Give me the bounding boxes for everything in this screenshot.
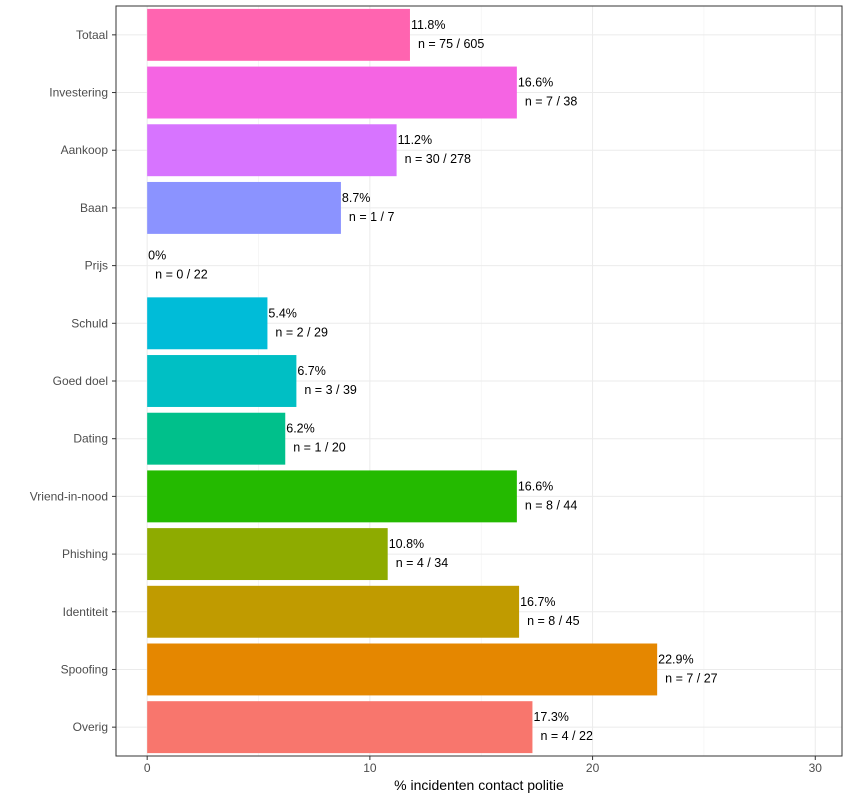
value-label: 5.4% bbox=[268, 306, 297, 320]
y-tick-label: Schuld bbox=[71, 316, 108, 330]
value-label: 10.8% bbox=[389, 537, 424, 551]
bar bbox=[147, 470, 517, 523]
n-label: n = 0 / 22 bbox=[155, 268, 208, 282]
y-tick-label: Vriend-in-nood bbox=[30, 489, 108, 503]
x-tick-label: 0 bbox=[144, 761, 151, 775]
value-label: 16.7% bbox=[520, 595, 555, 609]
value-label: 17.3% bbox=[533, 710, 568, 724]
bar bbox=[147, 297, 268, 350]
bar bbox=[147, 181, 341, 234]
y-axis: Totaal Investering Aankoop Baan Prijs Schuld G… bbox=[30, 28, 116, 734]
n-label: n = 1 / 20 bbox=[293, 441, 346, 455]
data-labels: 11.8% n = 75 / 605 16.6% n = 7 / 38 11.2% n =… bbox=[148, 18, 718, 743]
bar bbox=[147, 585, 520, 638]
n-label: n = 4 / 22 bbox=[540, 729, 593, 743]
n-label: n = 7 / 27 bbox=[665, 671, 718, 685]
bar bbox=[147, 8, 410, 61]
y-tick-label: Dating bbox=[73, 432, 108, 446]
y-tick-label: Investering bbox=[49, 86, 108, 100]
n-label: n = 3 / 39 bbox=[304, 383, 357, 397]
n-label: n = 4 / 34 bbox=[396, 556, 449, 570]
bar bbox=[147, 528, 388, 581]
value-label: 8.7% bbox=[342, 191, 371, 205]
n-label: n = 30 / 278 bbox=[405, 152, 471, 166]
n-label: n = 7 / 38 bbox=[525, 95, 578, 109]
bar bbox=[147, 643, 658, 696]
y-tick-label: Spoofing bbox=[61, 662, 108, 676]
n-label: n = 8 / 44 bbox=[525, 498, 578, 512]
value-label: 22.9% bbox=[658, 652, 693, 666]
y-tick-label: Overig bbox=[73, 720, 108, 734]
n-label: n = 8 / 45 bbox=[527, 614, 580, 628]
n-label: n = 75 / 605 bbox=[418, 37, 484, 51]
value-label: 11.2% bbox=[398, 133, 433, 147]
bars bbox=[147, 8, 658, 754]
x-tick-label: 30 bbox=[809, 761, 823, 775]
value-label: 16.6% bbox=[518, 479, 553, 493]
bar bbox=[147, 355, 297, 407]
y-tick-label: Aankoop bbox=[61, 143, 109, 157]
x-tick-label: 20 bbox=[586, 761, 600, 775]
value-label: 16.6% bbox=[518, 76, 553, 90]
bar bbox=[147, 66, 517, 119]
n-label: n = 2 / 29 bbox=[275, 325, 328, 339]
y-tick-label: Baan bbox=[80, 201, 108, 215]
y-tick-label: Totaal bbox=[76, 28, 108, 42]
y-tick-label: Prijs bbox=[85, 259, 108, 273]
bar bbox=[147, 701, 533, 754]
bar bbox=[147, 124, 397, 177]
value-label: 6.7% bbox=[297, 364, 326, 378]
value-label: 6.2% bbox=[286, 422, 315, 436]
bar bbox=[147, 412, 286, 465]
x-tick-label: 10 bbox=[363, 761, 377, 775]
value-label: 11.8% bbox=[411, 18, 446, 32]
x-axis: 0 10 20 30 bbox=[144, 756, 822, 775]
x-axis-title: % incidenten contact politie bbox=[394, 777, 564, 793]
value-label: 0% bbox=[148, 249, 166, 263]
n-label: n = 1 / 7 bbox=[349, 210, 395, 224]
y-tick-label: Goed doel bbox=[53, 374, 108, 388]
y-tick-label: Identiteit bbox=[63, 605, 109, 619]
y-tick-label: Phishing bbox=[62, 547, 108, 561]
